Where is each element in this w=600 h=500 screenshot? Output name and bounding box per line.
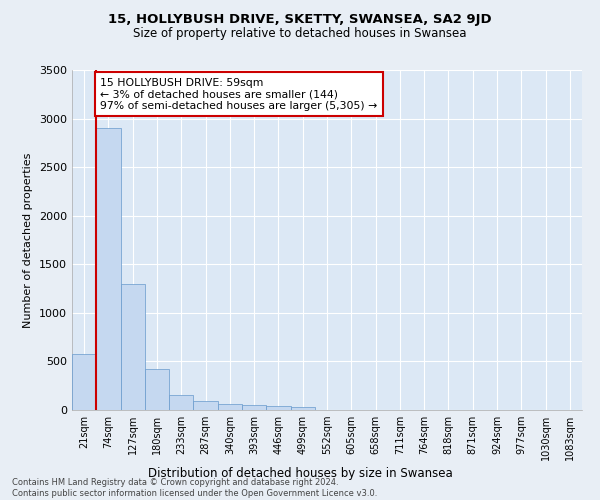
Bar — [266, 406, 290, 410]
Bar — [169, 396, 193, 410]
Bar — [121, 284, 145, 410]
Bar — [72, 354, 96, 410]
Bar — [96, 128, 121, 410]
Text: Distribution of detached houses by size in Swansea: Distribution of detached houses by size … — [148, 467, 452, 480]
Text: Contains HM Land Registry data © Crown copyright and database right 2024.
Contai: Contains HM Land Registry data © Crown c… — [12, 478, 377, 498]
Text: 15 HOLLYBUSH DRIVE: 59sqm
← 3% of detached houses are smaller (144)
97% of semi-: 15 HOLLYBUSH DRIVE: 59sqm ← 3% of detach… — [100, 78, 377, 111]
Bar — [290, 406, 315, 410]
Bar — [242, 405, 266, 410]
Text: Size of property relative to detached houses in Swansea: Size of property relative to detached ho… — [133, 28, 467, 40]
Bar — [218, 404, 242, 410]
Text: 15, HOLLYBUSH DRIVE, SKETTY, SWANSEA, SA2 9JD: 15, HOLLYBUSH DRIVE, SKETTY, SWANSEA, SA… — [108, 12, 492, 26]
Y-axis label: Number of detached properties: Number of detached properties — [23, 152, 34, 328]
Bar — [145, 369, 169, 410]
Bar — [193, 402, 218, 410]
